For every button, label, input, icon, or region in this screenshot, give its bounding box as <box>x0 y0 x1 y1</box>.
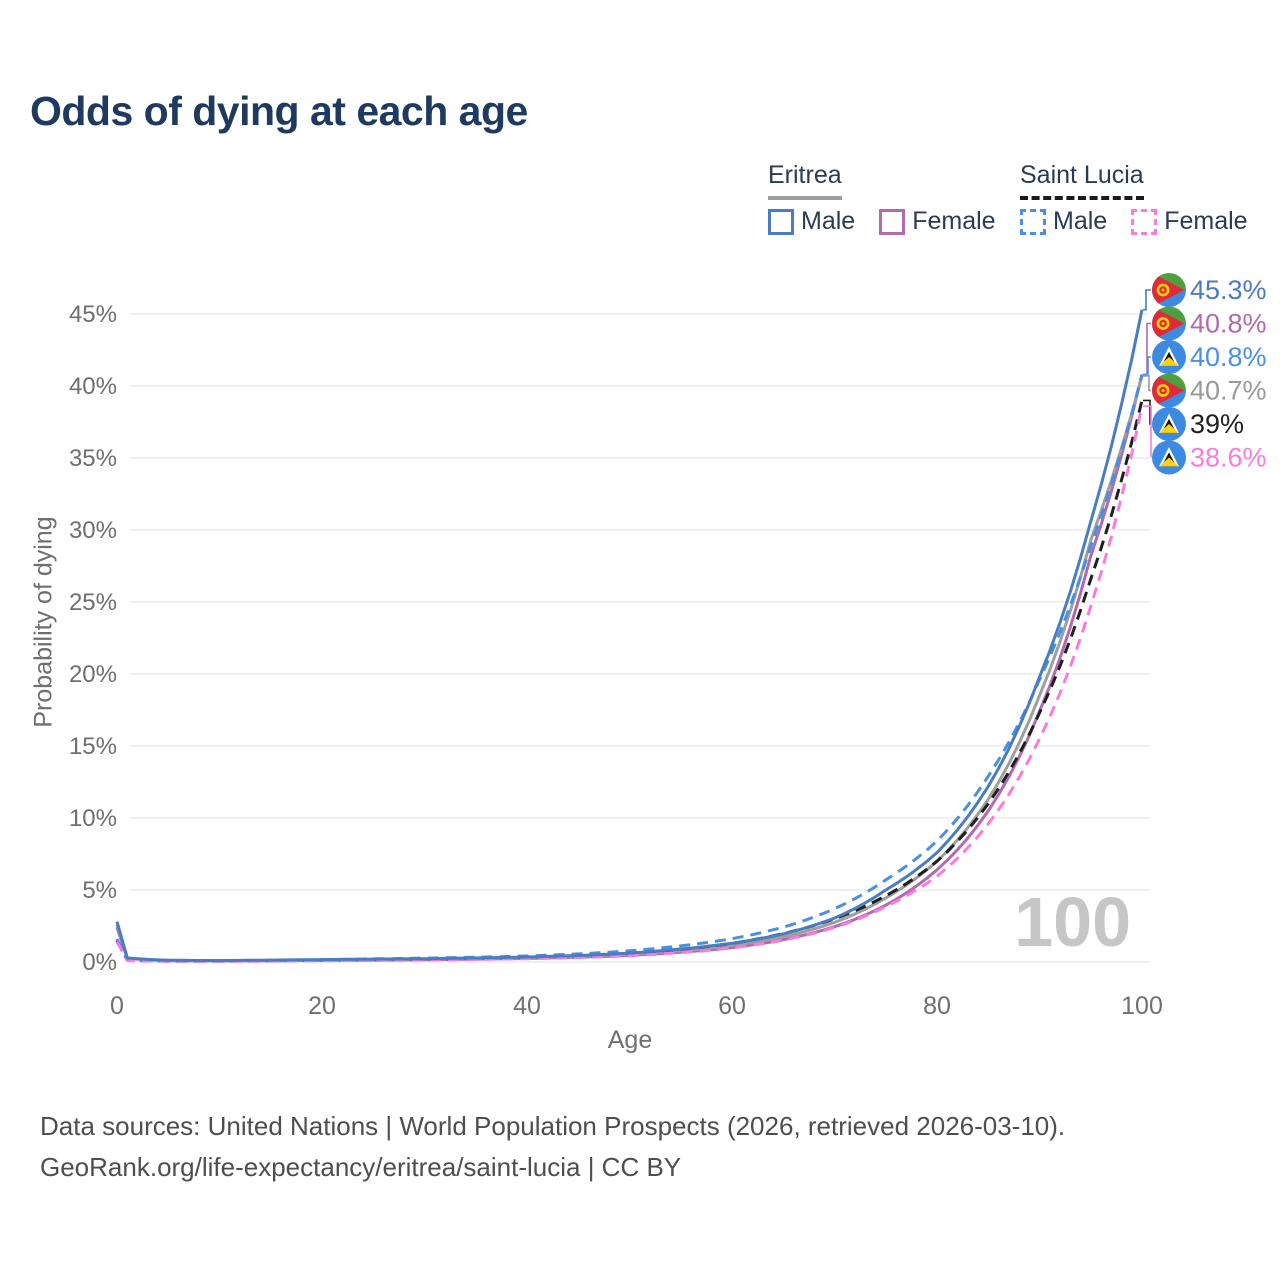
y-tick-label: 45% <box>69 301 117 328</box>
end-label-connector <box>1143 289 1151 311</box>
y-tick-label: 30% <box>69 517 117 544</box>
legend-items-eritrea: Male Female <box>768 207 996 236</box>
legend-group-saint-lucia: Saint Lucia Male Female <box>1020 161 1248 236</box>
x-tick-label: 40 <box>513 992 541 1020</box>
page-title: Odds of dying at each age <box>30 88 528 134</box>
series-line-saint-lucia-female[interactable] <box>115 405 1144 963</box>
legend-country-saint-lucia: Saint Lucia <box>1020 161 1144 200</box>
y-tick-label: 25% <box>69 589 117 616</box>
series-line-eritrea-both-sexes[interactable] <box>115 375 1144 963</box>
flag-icon-eritrea <box>1152 306 1186 341</box>
flag-icon-saint-lucia <box>1152 440 1186 475</box>
legend-group-eritrea: Eritrea Male Female <box>768 161 996 236</box>
x-tick-label: 100 <box>1121 992 1163 1020</box>
flag-icon-saint-lucia <box>1152 407 1186 441</box>
end-label-connector <box>1143 399 1151 425</box>
y-tick-label: 5% <box>82 877 117 904</box>
end-label-connector <box>1143 356 1151 376</box>
gridlines: 0% 5% 10% 15% 20% 25% 30% 35% 40% 45% <box>69 301 1150 976</box>
legend-items-saint-lucia: Male Female <box>1020 207 1248 236</box>
license-line: GeoRank.org/life-expectancy/eritrea/sain… <box>40 1152 682 1182</box>
y-tick-label: 15% <box>69 733 117 760</box>
end-label-value: 40.7% <box>1190 376 1267 406</box>
y-tick-label: 10% <box>69 805 117 832</box>
series-lines <box>115 309 1144 963</box>
line-swatch-eritrea-female <box>879 208 906 235</box>
age-watermark: 100 <box>1014 883 1131 961</box>
end-label-value: 40.8% <box>1190 309 1267 339</box>
legend-label-saint-lucia-female: Female <box>1164 207 1248 235</box>
y-axis-title: Probability of dying <box>29 516 58 728</box>
x-axis-title: Age <box>607 1026 653 1054</box>
flag-icon-eritrea <box>1152 273 1186 307</box>
y-tick-label: 0% <box>82 949 117 976</box>
end-labels: 45.3% 40.8%40.8% 40.7%39% 38.6% <box>1143 273 1267 475</box>
end-label-value: 38.6% <box>1190 443 1267 473</box>
end-label-value: 40.8% <box>1190 342 1267 372</box>
end-label-connector <box>1143 322 1151 376</box>
x-tick-label: 80 <box>923 992 951 1020</box>
legend-country-eritrea: Eritrea <box>768 161 842 200</box>
legend-item-saint-lucia-male[interactable]: Male <box>1020 207 1107 236</box>
legend-label-eritrea-female: Female <box>912 207 996 235</box>
data-sources-line: Data sources: United Nations | World Pop… <box>40 1111 1066 1141</box>
end-label-connector <box>1143 375 1151 392</box>
legend-label-saint-lucia-male: Male <box>1053 207 1108 235</box>
series-line-saint-lucia-male[interactable] <box>115 374 1144 963</box>
legend-item-saint-lucia-female[interactable]: Female <box>1131 207 1248 236</box>
series-line-saint-lucia-both-sexes[interactable] <box>115 400 1144 963</box>
flag-icon-saint-lucia <box>1152 340 1186 374</box>
legend-item-eritrea-female[interactable]: Female <box>879 207 996 236</box>
line-swatch-saint-lucia-male <box>1020 208 1046 235</box>
x-tick-label: 0 <box>110 992 124 1020</box>
line-swatch-eritrea-male <box>768 208 794 235</box>
end-label-value: 45.3% <box>1190 275 1267 305</box>
legend-label-eritrea-male: Male <box>801 207 856 235</box>
legend-item-eritrea-male[interactable]: Male <box>768 207 855 236</box>
end-label-value: 39% <box>1190 409 1244 439</box>
line-swatch-saint-lucia-female <box>1131 208 1158 235</box>
footer-attribution: Data sources: United Nations | World Pop… <box>40 1106 1065 1188</box>
y-tick-label: 20% <box>69 661 117 688</box>
y-tick-label: 40% <box>69 373 117 400</box>
series-line-eritrea-female[interactable] <box>115 374 1144 963</box>
x-axis-ticks: 0 20 40 60 80 100 <box>110 992 1163 1020</box>
y-tick-label: 35% <box>69 445 117 472</box>
x-tick-label: 20 <box>308 992 336 1020</box>
end-label-connector <box>1143 405 1152 458</box>
series-line-eritrea-male[interactable] <box>115 309 1144 963</box>
flag-icon-eritrea <box>1152 373 1186 408</box>
x-tick-label: 60 <box>718 992 746 1020</box>
